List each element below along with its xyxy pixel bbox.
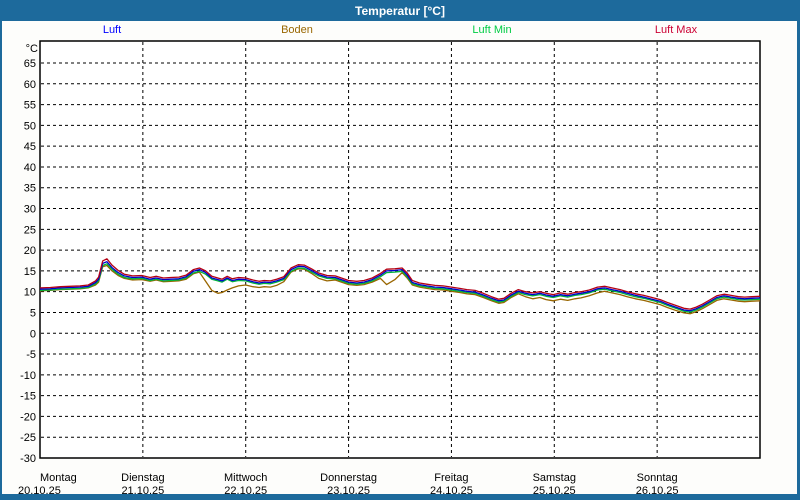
page-title: Temperatur [°C] xyxy=(355,3,445,18)
y-tick-label: -15 xyxy=(20,391,36,403)
y-tick-label: -5 xyxy=(26,349,36,361)
y-tick-label: 50 xyxy=(24,120,36,132)
y-tick-label: 10 xyxy=(24,287,36,299)
y-tick-label: 5 xyxy=(30,307,36,319)
x-day-label: Dienstag xyxy=(121,472,164,484)
x-day-label: Freitag xyxy=(434,472,468,484)
window-border-left xyxy=(0,21,2,500)
y-tick-label: 20 xyxy=(24,245,36,257)
y-tick-label: 55 xyxy=(24,100,36,112)
y-tick-label: 25 xyxy=(24,224,36,236)
window-border-bottom xyxy=(0,494,800,500)
y-tick-label: -10 xyxy=(20,370,36,382)
x-day-label: Donnerstag xyxy=(320,472,377,484)
legend-item-boden: Boden xyxy=(281,24,313,36)
y-tick-label: 40 xyxy=(24,162,36,174)
legend-item-luft-min: Luft Min xyxy=(472,24,512,36)
chart-legend: Luft Boden Luft Min Luft Max xyxy=(0,22,800,40)
x-day-label: Mittwoch xyxy=(224,472,267,484)
y-tick-label: 45 xyxy=(24,141,36,153)
y-axis-unit-label: °C xyxy=(26,43,38,55)
x-day-label: Samstag xyxy=(533,472,576,484)
y-tick-label: -20 xyxy=(20,411,36,423)
series-line-boden xyxy=(39,264,761,315)
x-day-label: Sonntag xyxy=(637,472,678,484)
y-tick-label: -30 xyxy=(20,453,36,465)
y-tick-label: -25 xyxy=(20,432,36,444)
y-tick-label: 15 xyxy=(24,266,36,278)
y-tick-label: 60 xyxy=(24,79,36,91)
series-line-luft-max xyxy=(39,258,761,310)
y-tick-label: 30 xyxy=(24,204,36,216)
y-tick-label: 0 xyxy=(30,328,36,340)
window-border-right xyxy=(797,21,800,500)
series-line-luft-min xyxy=(39,263,761,313)
y-tick-label: 35 xyxy=(24,183,36,195)
legend-item-luft: Luft xyxy=(102,24,122,36)
x-day-label: Montag xyxy=(40,472,77,484)
series-line-luft xyxy=(39,261,761,312)
legend-item-luft-max: Luft Max xyxy=(654,24,698,36)
title-bar: Temperatur [°C] xyxy=(0,0,800,21)
plot-area xyxy=(39,40,761,459)
y-tick-label: 65 xyxy=(24,58,36,70)
